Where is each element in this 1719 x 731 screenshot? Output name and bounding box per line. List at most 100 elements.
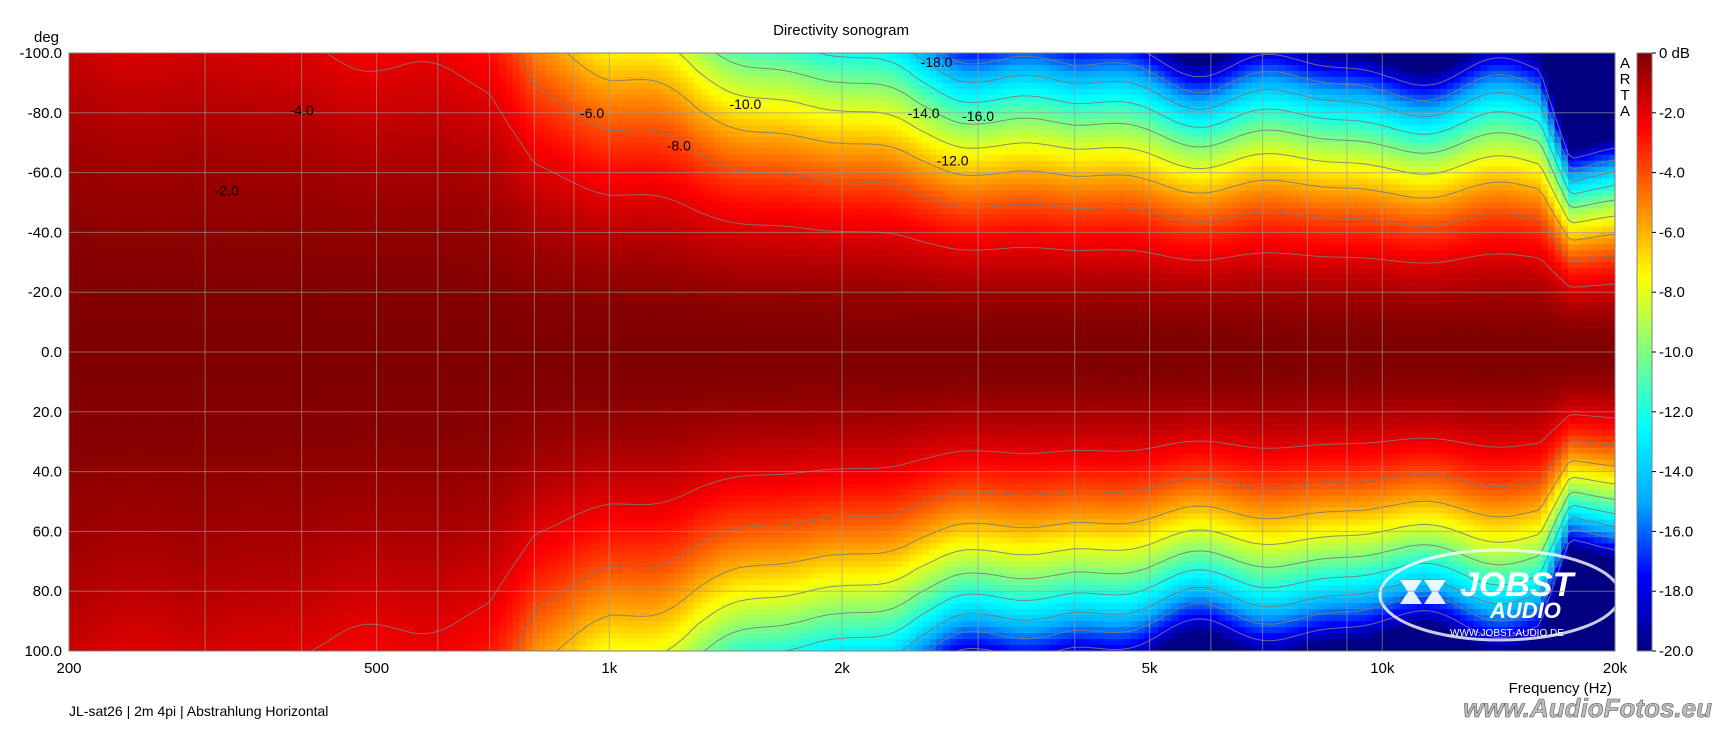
- heatmap-cell-1184: [143, 555, 150, 562]
- heatmap-cell-4573: [371, 490, 378, 497]
- heatmap-cell-1372: [156, 484, 163, 491]
- heatmap-cell-401: [96, 59, 103, 66]
- heatmap-cell-1213: [150, 131, 157, 138]
- heatmap-cell-2406: [230, 89, 237, 96]
- heatmap-cell-2078: [203, 519, 210, 526]
- heatmap-cell-3304: [291, 77, 298, 84]
- heatmap-cell-1760: [183, 412, 190, 419]
- heatmap-cell-2525: [237, 203, 244, 210]
- heatmap-cell-1852: [190, 364, 197, 371]
- heatmap-cell-3123: [277, 191, 284, 198]
- heatmap-cell-1448: [163, 340, 170, 347]
- heatmap-cell-4764: [385, 436, 392, 443]
- heatmap-cell-461: [96, 418, 103, 425]
- heatmap-cell-1628: [177, 220, 184, 227]
- heatmap-cell-1320: [156, 173, 163, 180]
- heatmap-cell-4404: [365, 77, 372, 84]
- heatmap-cell-3503: [304, 71, 311, 78]
- heatmap-cell-4950: [398, 352, 405, 359]
- heatmap-cell-3906: [331, 89, 338, 96]
- heatmap-cell-1285: [150, 561, 157, 568]
- heatmap-cell-4378: [358, 519, 365, 526]
- heatmap-cell-538: [103, 280, 110, 287]
- heatmap-cell-1055: [136, 382, 143, 389]
- heatmap-cell-1521: [170, 179, 177, 186]
- heatmap-cell-1312: [156, 125, 163, 132]
- heatmap-cell-1458: [163, 400, 170, 407]
- heatmap-cell-160: [76, 412, 83, 419]
- heatmap-cell-2413: [230, 131, 237, 138]
- heatmap-cell-1100: [143, 53, 150, 60]
- heatmap-cell-1717: [183, 155, 190, 162]
- heatmap-cell-3324: [291, 197, 298, 204]
- heatmap-cell-1528: [170, 220, 177, 227]
- heatmap-cell-3270: [284, 472, 291, 479]
- heatmap-cell-4882: [392, 543, 399, 550]
- heatmap-cell-3274: [284, 496, 291, 503]
- heatmap-cell-576: [103, 507, 110, 514]
- heatmap-cell-4965: [398, 442, 405, 449]
- heatmap-cell-480: [96, 531, 103, 538]
- heatmap-cell-3857: [324, 394, 331, 401]
- heatmap-cell-4311: [358, 119, 365, 126]
- heatmap-cell-666: [109, 448, 116, 455]
- heatmap-cell-285: [82, 561, 89, 568]
- heatmap-cell-475: [96, 502, 103, 509]
- heatmap-cell-1650: [177, 352, 184, 359]
- heatmap-cell-2241: [217, 298, 224, 305]
- heatmap-cell-2722: [250, 185, 257, 192]
- heatmap-cell-1027: [136, 214, 143, 221]
- heatmap-cell-3093: [271, 609, 278, 616]
- heatmap-cell-4786: [385, 567, 392, 574]
- heatmap-cell-2197: [210, 633, 217, 640]
- heatmap-cell-3607: [311, 95, 318, 102]
- heatmap-cell-4307: [358, 95, 365, 102]
- heatmap-cell-334: [89, 256, 96, 263]
- heatmap-cell-3132: [277, 244, 284, 251]
- heatmap-cell-1858: [190, 400, 197, 407]
- heatmap-cell-694: [109, 615, 116, 622]
- heatmap-cell-2780: [250, 531, 257, 538]
- heatmap-cell-1292: [150, 603, 157, 610]
- heatmap-cell-3293: [284, 609, 291, 616]
- heatmap-cell-2293: [217, 609, 224, 616]
- heatmap-cell-4392: [358, 603, 365, 610]
- heatmap-cell-2930: [264, 232, 271, 239]
- heatmap-cell-905: [130, 83, 137, 90]
- heatmap-cell-4405: [365, 83, 372, 90]
- heatmap-cell-3963: [331, 430, 338, 437]
- heatmap-cell-3086: [271, 567, 278, 574]
- heatmap-cell-482: [96, 543, 103, 550]
- heatmap-cell-4655: [378, 382, 385, 389]
- heatmap-cell-326: [89, 208, 96, 215]
- heatmap-cell-3507: [304, 95, 311, 102]
- heatmap-cell-4321: [358, 179, 365, 186]
- heatmap-cell-3733: [318, 250, 325, 257]
- heatmap-cell-2484: [230, 555, 237, 562]
- heatmap-cell-202: [82, 65, 89, 72]
- heatmap-cell-1786: [183, 567, 190, 574]
- heatmap-cell-4098: [338, 639, 345, 646]
- heatmap-cell-251: [82, 358, 89, 365]
- heatmap-cell-1675: [177, 502, 184, 509]
- heatmap-cell-2011: [203, 119, 210, 126]
- heatmap-cell-3807: [324, 95, 331, 102]
- heatmap-cell-276: [82, 507, 89, 514]
- heatmap-cell-4267: [351, 454, 358, 461]
- heatmap-cell-3991: [331, 597, 338, 604]
- heatmap-cell-2807: [257, 95, 264, 102]
- heatmap-cell-1780: [183, 531, 190, 538]
- heatmap-cell-4035: [338, 262, 345, 269]
- heatmap-cell-1094: [136, 615, 143, 622]
- heatmap-cell-325: [89, 203, 96, 210]
- heatmap-cell-4036: [338, 268, 345, 275]
- heatmap-cell-2356: [224, 388, 231, 395]
- heatmap-cell-4068: [338, 460, 345, 467]
- heatmap-cell-3051: [271, 358, 278, 365]
- heatmap-cell-1041: [136, 298, 143, 305]
- heatmap-cell-2501: [237, 59, 244, 66]
- heatmap-cell-4326: [358, 208, 365, 215]
- heatmap-cell-1211: [150, 119, 157, 126]
- heatmap-cell-534: [103, 256, 110, 263]
- heatmap-cell-642: [109, 304, 116, 311]
